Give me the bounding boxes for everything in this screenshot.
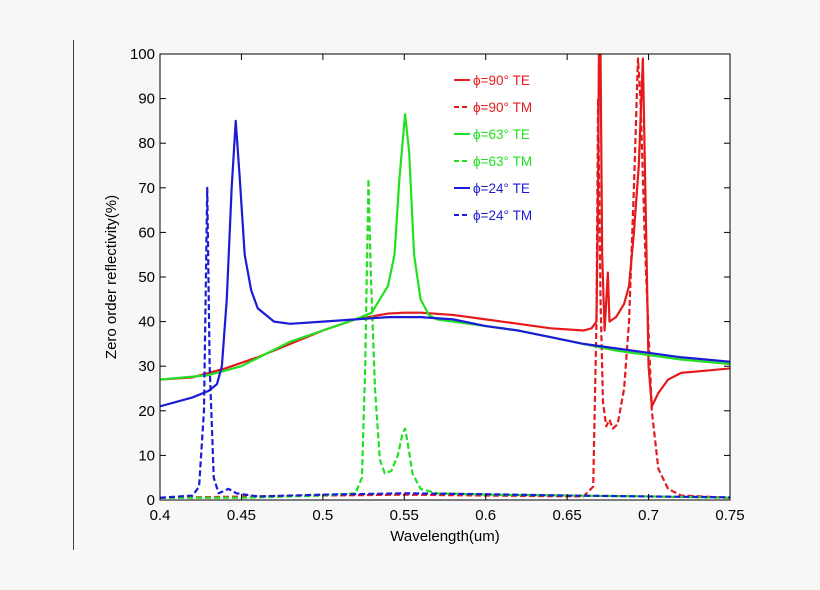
series-line-6 bbox=[160, 186, 730, 499]
x-tick-label: 0.45 bbox=[227, 507, 256, 524]
y-tick-label: 100 bbox=[130, 46, 155, 63]
y-tick-label: 60 bbox=[138, 224, 155, 241]
y-axis-title: Zero order reflectivity(%) bbox=[103, 195, 120, 359]
y-tick-label: 90 bbox=[138, 91, 155, 108]
legend-label: ϕ=24° TM bbox=[473, 208, 532, 223]
legend-label: ϕ=63° TM bbox=[473, 154, 532, 169]
legend-label: ϕ=90° TE bbox=[473, 73, 530, 88]
x-axis-title: Wavelength(um) bbox=[390, 528, 499, 545]
legend-label: ϕ=90° TM bbox=[473, 100, 532, 115]
legend-label: ϕ=24° TE bbox=[473, 181, 530, 196]
x-tick-label: 0.75 bbox=[715, 507, 744, 524]
plot-area bbox=[160, 54, 730, 500]
legend-label: ϕ=63° TE bbox=[473, 127, 530, 142]
x-tick-label: 0.4 bbox=[150, 507, 171, 524]
y-tick-label: 80 bbox=[138, 135, 155, 152]
series-layer bbox=[160, 54, 730, 499]
y-tick-label: 0 bbox=[147, 492, 155, 509]
x-tick-label: 0.65 bbox=[553, 507, 582, 524]
y-tick-label: 70 bbox=[138, 180, 155, 197]
x-tick-label: 0.5 bbox=[312, 507, 333, 524]
y-tick-label: 40 bbox=[138, 314, 155, 331]
y-tick-label: 30 bbox=[138, 358, 155, 375]
y-tick-label: 10 bbox=[138, 447, 155, 464]
y-tick-label: 50 bbox=[138, 269, 155, 286]
x-tick-label: 0.6 bbox=[475, 507, 496, 524]
x-axis: 0.4 0.45 0.5 0.55 0.6 0.65 0.7 0.75 bbox=[150, 54, 745, 524]
y-axis: 0 10 20 30 40 50 60 70 80 90 100 bbox=[130, 46, 730, 509]
y-tick-label: 20 bbox=[138, 403, 155, 420]
x-tick-label: 0.7 bbox=[638, 507, 659, 524]
legend: ϕ=90° TE ϕ=90° TM ϕ=63° TE ϕ=63° TM ϕ=24° TE… bbox=[454, 73, 532, 223]
x-tick-label: 0.55 bbox=[390, 507, 419, 524]
page-frame-line bbox=[73, 40, 74, 550]
series-line-5 bbox=[160, 119, 730, 408]
